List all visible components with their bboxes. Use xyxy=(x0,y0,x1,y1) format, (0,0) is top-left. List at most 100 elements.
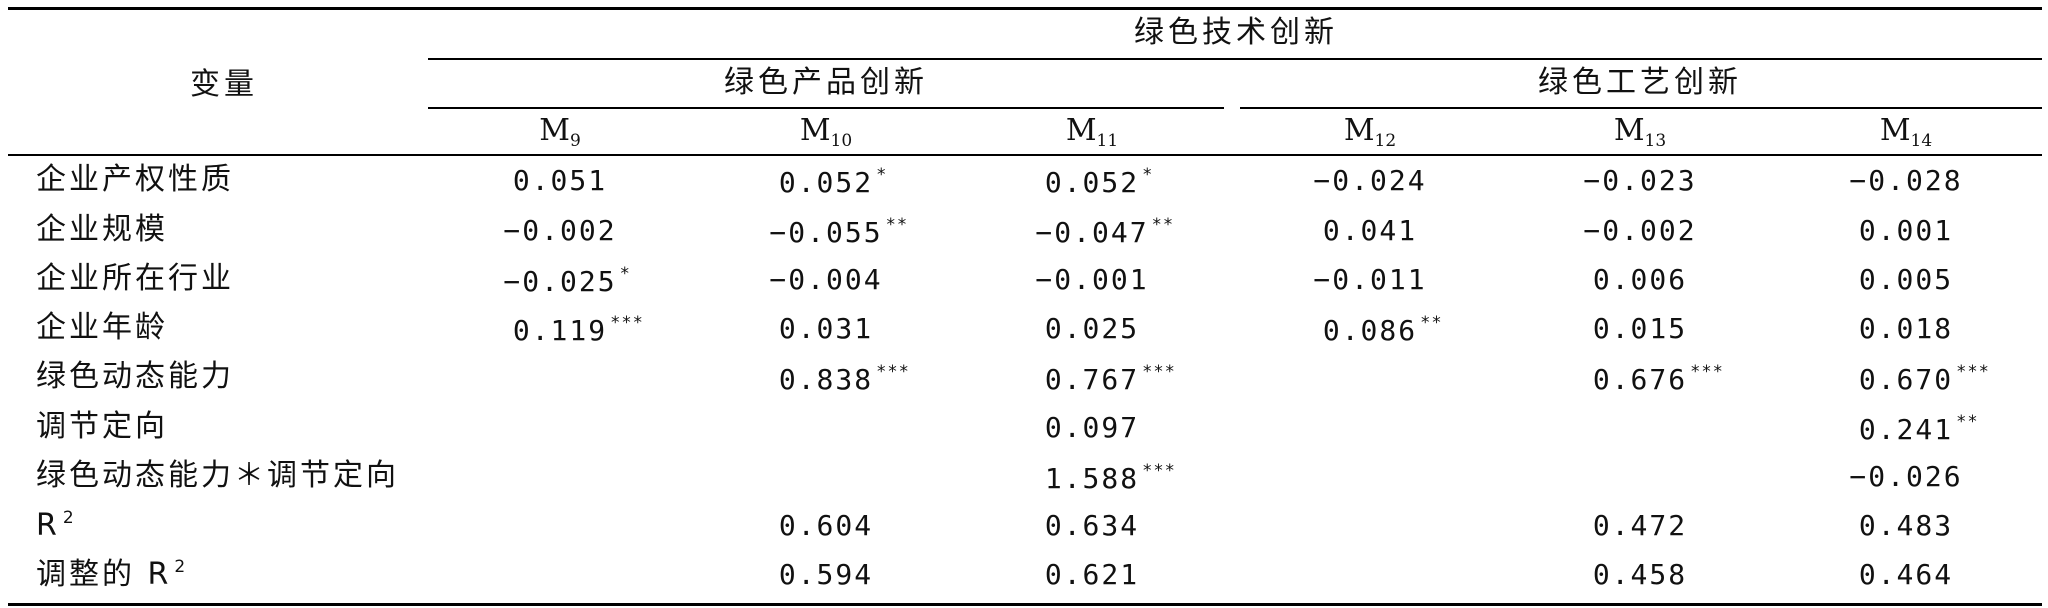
cell-value: 0.472 xyxy=(1592,509,1688,542)
table-cell: 0.670 *** xyxy=(1859,364,1990,394)
cell-value: 0.767 xyxy=(1044,363,1140,396)
cell-value: 0.621 xyxy=(1044,558,1140,591)
cell-value: −0.002 xyxy=(1583,214,1697,247)
table-cell: 1.588 *** xyxy=(1045,463,1176,493)
bottom-rule xyxy=(8,603,2042,606)
table-cell: 0.594 xyxy=(779,561,873,589)
cell-value: 1.588 xyxy=(1044,462,1140,495)
table-cell: 0.241 ** xyxy=(1859,414,1979,444)
row-label-text: 绿色动态能力＊调节定向 xyxy=(36,458,399,493)
group-product-rule xyxy=(428,107,1224,109)
cell-value: −0.047 xyxy=(1035,216,1149,249)
row-label-text: 企业所在行业 xyxy=(36,261,234,296)
model-number: 13 xyxy=(1644,131,1667,151)
row-label: 企业年龄 xyxy=(36,313,168,343)
table-cell: 0.015 xyxy=(1593,315,1687,343)
table-cell: 0.031 xyxy=(779,315,873,343)
model-header: M13 xyxy=(1614,116,1666,150)
table-cell: 0.097 xyxy=(1045,414,1139,442)
table-cell: 0.838 *** xyxy=(779,364,910,394)
significance-stars: ** xyxy=(885,215,909,235)
model-letter: M xyxy=(1879,113,1911,148)
cell-value: 0.119 xyxy=(512,314,608,347)
cell-value: −0.025 xyxy=(503,265,617,298)
cell-value: 0.041 xyxy=(1322,214,1418,247)
header-variable: 变量 xyxy=(190,67,258,102)
table-cell: 0.676 *** xyxy=(1593,364,1724,394)
cell-value: 0.241 xyxy=(1858,413,1954,446)
header-group-process: 绿色工艺创新 xyxy=(1538,65,1742,100)
table-cell: 0.472 xyxy=(1593,512,1687,540)
table-cell: 0.005 xyxy=(1859,266,1953,294)
cell-value: 0.001 xyxy=(1858,214,1954,247)
cell-value: 0.838 xyxy=(778,363,874,396)
row-label-text: 绿色动态能力 xyxy=(36,359,234,394)
cell-value: 0.676 xyxy=(1592,363,1688,396)
model-number: 12 xyxy=(1374,131,1397,151)
group-process-rule xyxy=(1240,107,2042,109)
table-cell: 0.483 xyxy=(1859,512,1953,540)
model-letter: M xyxy=(539,113,570,148)
row-label: 绿色动态能力 xyxy=(36,362,234,392)
row-label: 绿色动态能力＊调节定向 xyxy=(36,461,399,491)
table-cell: 0.086 ** xyxy=(1323,315,1443,345)
header-bottom-rule xyxy=(8,154,2042,156)
model-number: 10 xyxy=(830,131,853,151)
table-cell: −0.011 xyxy=(1313,266,1426,294)
cell-value: 0.018 xyxy=(1858,312,1954,345)
row-label: 调节定向 xyxy=(36,412,168,442)
significance-stars: ** xyxy=(1956,412,1979,432)
cell-value: −0.011 xyxy=(1313,263,1427,296)
cell-value: 0.052 xyxy=(778,166,874,199)
cell-value: −0.002 xyxy=(503,214,617,247)
table-cell: 0.464 xyxy=(1859,561,1953,589)
table-cell: −0.024 xyxy=(1313,167,1426,195)
significance-stars: *** xyxy=(1142,461,1176,481)
group-main-rule xyxy=(428,58,2042,60)
top-rule xyxy=(8,7,2042,10)
table-cell: −0.025 * xyxy=(503,266,630,296)
cell-value: −0.023 xyxy=(1583,164,1697,197)
row-label-text: 企业规模 xyxy=(36,212,168,247)
table-cell: −0.023 xyxy=(1583,167,1696,195)
cell-value: −0.001 xyxy=(1035,263,1149,296)
row-label-superscript: 2 xyxy=(62,508,75,528)
model-letter: M xyxy=(1343,113,1375,148)
cell-value: 0.464 xyxy=(1858,558,1954,591)
table-cell: 0.458 xyxy=(1593,561,1687,589)
table-cell: 0.006 xyxy=(1593,266,1687,294)
cell-value: 0.006 xyxy=(1592,263,1688,296)
table-cell: −0.055 ** xyxy=(769,217,908,247)
model-letter: M xyxy=(1613,113,1645,148)
table-cell: 0.041 xyxy=(1323,217,1417,245)
row-label: 企业产权性质 xyxy=(36,165,234,195)
significance-stars: ** xyxy=(1420,313,1443,333)
significance-stars: ** xyxy=(1151,215,1175,235)
row-label: 企业所在行业 xyxy=(36,264,234,294)
table-cell: 0.621 xyxy=(1045,561,1139,589)
header-group-main: 绿色技术创新 xyxy=(1134,15,1338,50)
row-label-text: 调节定向 xyxy=(36,409,168,444)
significance-stars: *** xyxy=(1956,362,1990,382)
significance-stars: * xyxy=(1142,165,1154,185)
cell-value: 0.025 xyxy=(1044,312,1140,345)
table-cell: 0.025 xyxy=(1045,315,1139,343)
model-header: M12 xyxy=(1344,116,1396,150)
model-header: M10 xyxy=(800,116,852,150)
significance-stars: *** xyxy=(876,362,910,382)
cell-value: 0.052 xyxy=(1044,166,1140,199)
table-cell: −0.047 ** xyxy=(1035,217,1174,247)
cell-value: 0.634 xyxy=(1044,509,1140,542)
table-cell: −0.001 xyxy=(1035,266,1148,294)
model-letter: M xyxy=(799,113,831,148)
table-cell: 0.001 xyxy=(1859,217,1953,245)
cell-value: 0.005 xyxy=(1858,263,1954,296)
model-header: M11 xyxy=(1066,116,1118,150)
significance-stars: * xyxy=(619,264,631,284)
cell-value: 0.031 xyxy=(778,312,874,345)
table-cell: 0.604 xyxy=(779,512,873,540)
table-cell: 0.767 *** xyxy=(1045,364,1176,394)
cell-value: −0.055 xyxy=(769,216,883,249)
significance-stars: *** xyxy=(1142,362,1176,382)
